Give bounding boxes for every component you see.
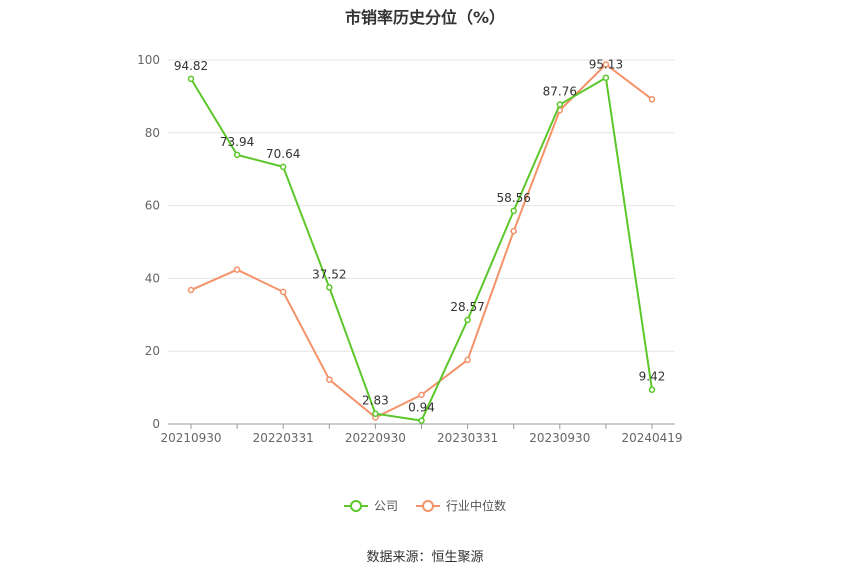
data-point-company — [326, 284, 333, 291]
data-label: 2.83 — [362, 394, 389, 408]
data-label: 37.52 — [312, 267, 346, 281]
data-point-company — [418, 417, 425, 424]
data-point-company — [279, 163, 287, 171]
data-label: 58.56 — [497, 191, 531, 205]
x-tick-label: 20220930 — [345, 431, 406, 445]
data-source: 数据来源：恒生聚源 — [366, 550, 484, 565]
data-point-company — [187, 75, 195, 83]
data-point-industry-median — [233, 266, 241, 273]
data-label: 0.94 — [408, 401, 435, 415]
series-line-industry-median — [190, 63, 653, 419]
y-tick-label: 40 — [145, 271, 160, 285]
data-label: 9.42 — [639, 370, 666, 384]
legend-item-company[interactable]: 公司 — [343, 497, 398, 514]
data-label: 73.94 — [220, 135, 254, 149]
x-tick-label: 20210930 — [160, 431, 221, 445]
data-point-company — [233, 151, 241, 159]
data-point-industry-median — [602, 61, 610, 68]
x-tick-label: 20220331 — [253, 431, 314, 445]
y-tick-label: 20 — [145, 344, 160, 358]
legend-company-icon — [343, 499, 368, 513]
data-label: 94.82 — [174, 59, 208, 73]
y-tick-label: 60 — [145, 199, 160, 213]
data-point-industry-median — [510, 227, 517, 235]
y-tick-label: 80 — [145, 126, 160, 140]
legend-item-industry-median[interactable]: 行业中位数 — [416, 497, 506, 514]
legend-industry-label: 行业中位数 — [446, 499, 507, 513]
data-point-industry-median — [279, 288, 287, 296]
data-point-industry-median — [187, 286, 195, 294]
legend: 公司 行业中位数 — [0, 497, 850, 514]
data-label: 70.64 — [266, 147, 300, 161]
data-point-company — [602, 74, 610, 81]
series-line-company — [190, 76, 653, 422]
legend-industry-icon — [416, 499, 440, 513]
x-tick-label: 20230331 — [437, 431, 498, 445]
y-tick-label: 0 — [152, 417, 160, 431]
data-point-company — [556, 101, 564, 108]
chart-title: 市销率历史分位（%） — [344, 8, 506, 27]
data-point-industry-median — [418, 391, 425, 399]
x-tick-label: 20240419 — [621, 431, 682, 445]
data-point-industry-median — [464, 356, 471, 364]
data-label: 95.13 — [589, 58, 623, 72]
data-point-industry-median — [326, 376, 333, 383]
data-label: 87.76 — [543, 85, 577, 99]
legend-company-label: 公司 — [373, 499, 398, 513]
data-point-company — [464, 316, 471, 324]
x-tick-label: 20230930 — [529, 431, 590, 445]
data-point-industry-median — [648, 96, 656, 103]
data-point-company — [510, 207, 517, 215]
data-label: 28.57 — [450, 300, 484, 314]
data-point-company — [372, 410, 379, 417]
data-point-company — [648, 386, 656, 393]
y-tick-label: 100 — [137, 53, 160, 67]
